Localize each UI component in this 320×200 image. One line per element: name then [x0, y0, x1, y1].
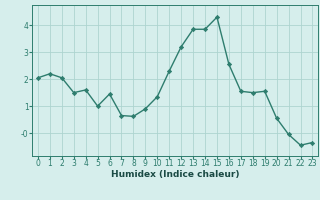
- X-axis label: Humidex (Indice chaleur): Humidex (Indice chaleur): [111, 170, 239, 179]
